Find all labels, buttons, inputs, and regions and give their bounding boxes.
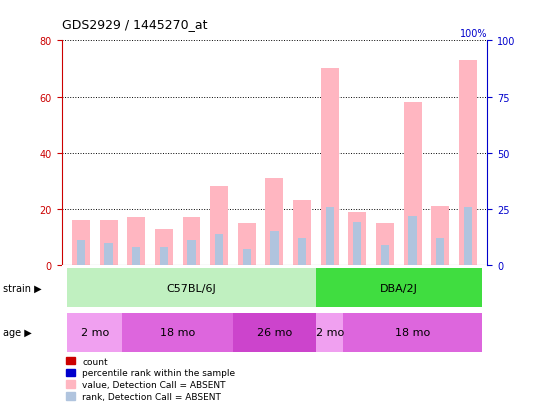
Bar [343,313,482,352]
Text: strain ▶: strain ▶ [3,283,41,293]
Bar [188,241,195,266]
Bar [298,239,306,266]
Text: 2 mo: 2 mo [315,328,344,338]
Bar [436,239,445,266]
Bar [210,187,228,266]
Bar [321,69,339,266]
Bar [72,221,90,266]
Bar [404,103,422,266]
Bar [408,216,417,266]
Bar [104,243,113,266]
Bar [155,229,173,266]
Bar [293,201,311,266]
Text: 2 mo: 2 mo [81,328,109,338]
Bar [348,212,366,266]
Bar [381,245,389,266]
Bar [123,313,233,352]
Text: age ▶: age ▶ [3,328,31,338]
Bar [459,61,477,266]
Text: GDS2929 / 1445270_at: GDS2929 / 1445270_at [62,18,207,31]
Legend: count, percentile rank within the sample, value, Detection Call = ABSENT, rank, : count, percentile rank within the sample… [66,357,236,401]
Bar [215,234,223,266]
Bar [316,313,343,352]
Bar [67,313,123,352]
Bar [77,241,85,266]
Text: DBA/2J: DBA/2J [380,283,418,293]
Bar [233,313,316,352]
Bar [316,269,482,307]
Bar [353,223,361,266]
Text: 18 mo: 18 mo [395,328,430,338]
Bar [464,207,472,266]
Bar [183,218,200,266]
Bar [325,207,334,266]
Bar [270,232,278,266]
Bar [242,250,251,266]
Text: 100%: 100% [460,29,487,39]
Bar [376,223,394,266]
Bar [265,178,283,266]
Bar [67,269,316,307]
Bar [431,206,449,266]
Text: 18 mo: 18 mo [160,328,195,338]
Bar [238,223,256,266]
Bar [160,247,168,266]
Bar [132,247,141,266]
Bar [100,221,118,266]
Text: 26 mo: 26 mo [257,328,292,338]
Text: C57BL/6J: C57BL/6J [167,283,216,293]
Bar [127,218,145,266]
